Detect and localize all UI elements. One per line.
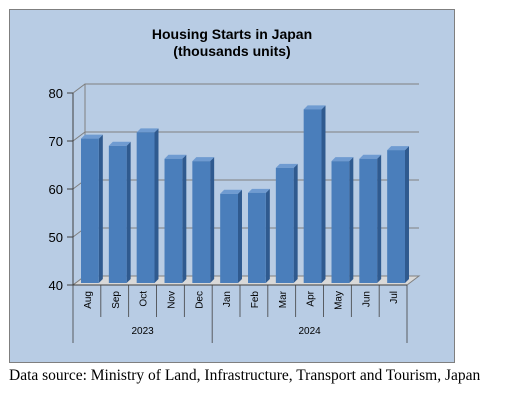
x-category-label: Nov [166,291,177,309]
bar-front [359,158,378,283]
bar-side [237,189,242,283]
x-category-label: Jun [361,291,372,307]
bar-front [303,109,322,283]
bar-top [108,141,131,146]
bar-top [248,188,270,193]
bar-top [164,154,187,159]
x-category-label: Sep [111,291,122,309]
bar-side [377,154,382,283]
bar-side [154,128,159,283]
bar-top [192,157,215,162]
bar-front [248,192,266,283]
bar [220,189,242,283]
bar-side [293,163,298,283]
bar-front [136,132,155,283]
bar-front [108,145,127,283]
gridline [72,83,419,94]
bar-side [404,146,409,283]
bar [164,154,187,283]
bar [248,188,270,283]
bar-side [265,188,270,283]
bar-top [275,163,298,168]
bar [331,157,354,283]
bar-front [164,158,183,283]
bar-chart: Housing Starts in Japan (thousands units… [49,26,421,343]
bar-top [81,134,103,139]
x-group-label: 2024 [298,326,321,337]
x-category-label: Apr [306,290,317,306]
bar-side [349,157,354,283]
bar-front [220,193,238,283]
bar-side [98,134,103,283]
chart-subtitle: (thousands units) [173,43,290,59]
bar [81,134,103,283]
bar-top [220,189,242,194]
bar-side [182,154,187,283]
x-category-label: Jan [222,291,233,307]
data-source-note: Data source: Ministry of Land, Infrastru… [9,367,481,384]
bar [387,146,409,283]
x-category-label: Aug [83,291,94,309]
x-category-label: Oct [139,291,150,307]
bar-front [387,150,405,283]
bar [136,128,159,283]
bars [81,105,409,283]
bar [303,105,326,283]
bar [192,157,215,283]
bar-front [192,161,211,283]
bar-top [303,105,326,110]
bar [275,163,298,283]
bar-side [321,105,326,283]
bar-top [331,157,354,162]
x-category-label: May [333,291,344,310]
x-group-label: 2023 [131,326,154,337]
bar-top [387,146,409,151]
bar-front [81,138,99,283]
bar [108,141,131,283]
x-category-label: Feb [250,291,261,309]
bar-top [136,128,159,133]
bar-side [126,141,131,283]
chart-title: Housing Starts in Japan [152,26,312,42]
x-category-label: Mar [278,290,289,308]
axes: 40 50 60 70 80 Aug Sep Oct Nov Dec Jan Feb Mar Apr May… [49,86,408,343]
y-tick-label: 70 [49,134,63,149]
bar-front [275,167,294,283]
x-category-label: Jul [389,291,400,304]
bar [359,154,382,283]
y-tick-label: 50 [49,230,63,245]
x-category-label: Dec [194,291,205,309]
bar-side [210,157,215,283]
bar-front [331,161,350,283]
gridline [72,131,419,142]
y-tick-label: 40 [49,278,63,293]
y-tick-label: 60 [49,182,63,197]
bar-top [359,154,382,159]
y-tick-label: 80 [49,86,63,101]
